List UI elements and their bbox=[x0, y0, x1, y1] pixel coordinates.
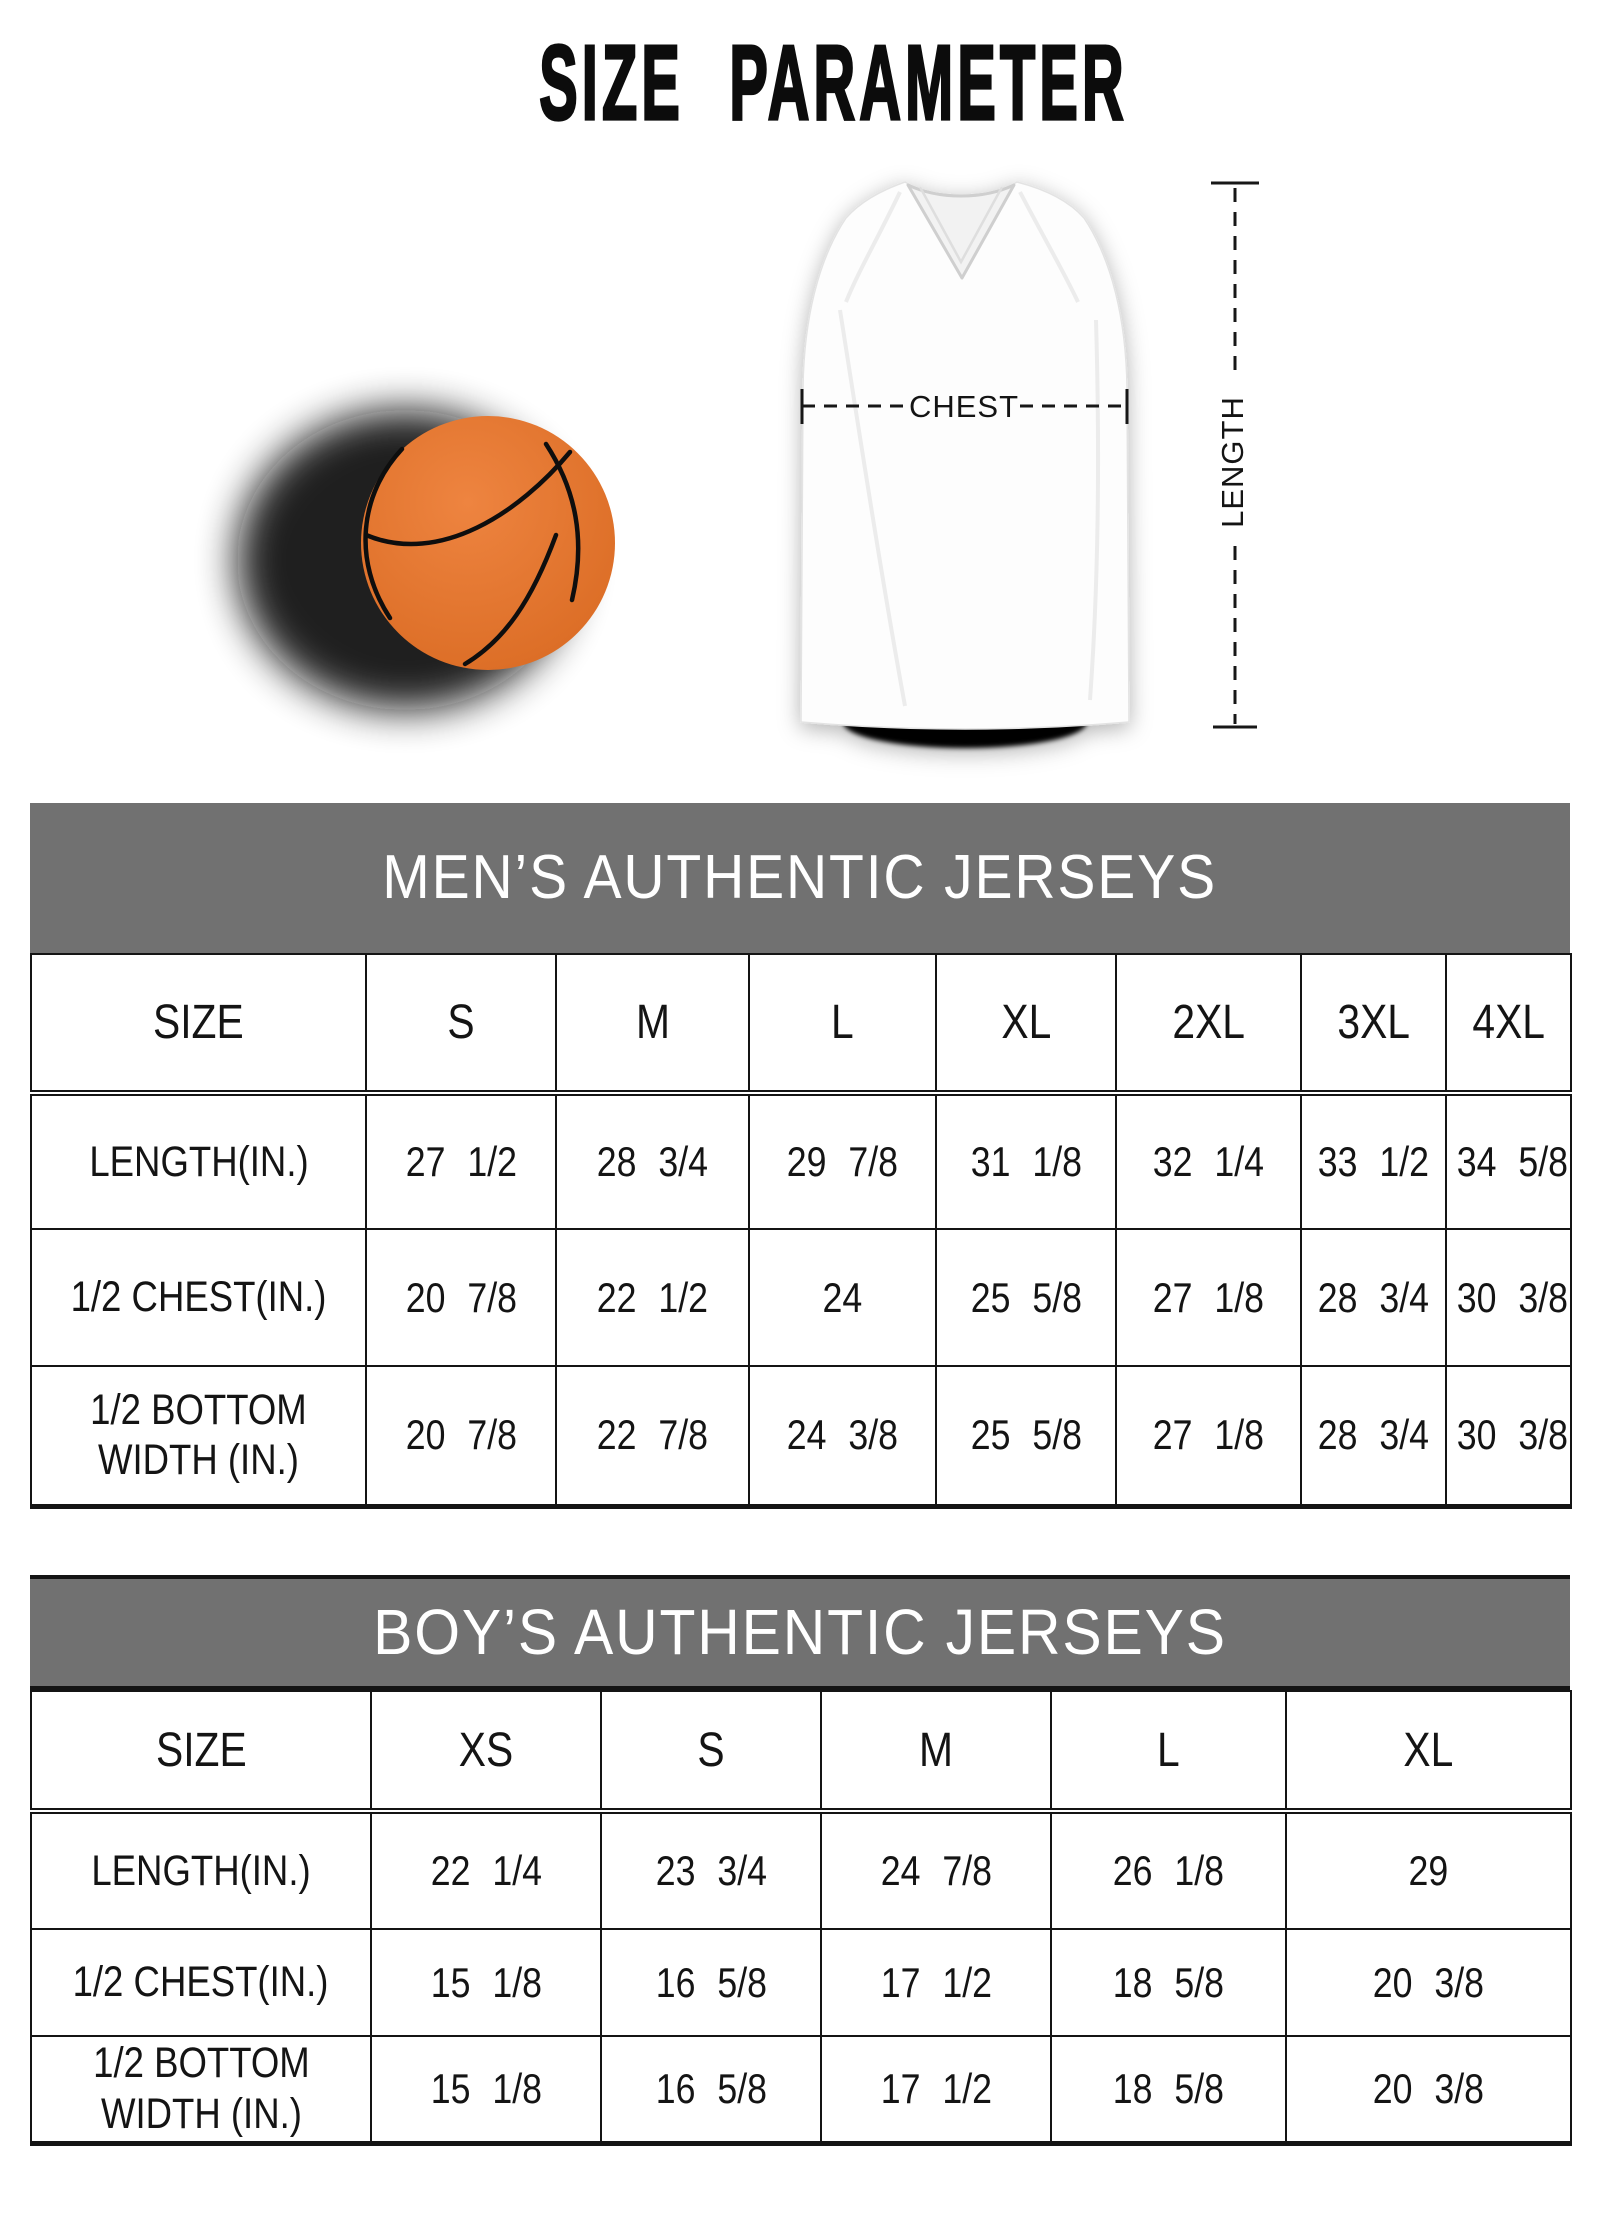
value-cell: 31 1/8 bbox=[935, 1092, 1117, 1230]
value-cell: 22 1/4 bbox=[370, 1810, 602, 1930]
col-header: XS bbox=[370, 1690, 602, 1814]
value-cell: 18 5/8 bbox=[1050, 1928, 1287, 2037]
boys-header-row: SIZE XS S M L XL bbox=[30, 1690, 1572, 1814]
value-cell: 28 3/4 bbox=[1300, 1228, 1447, 1367]
table-row-length: LENGTH(IN.) 27 1/2 28 3/4 29 7/8 31 1/8 … bbox=[30, 1092, 1572, 1230]
value-cell: 30 3/8 bbox=[1445, 1228, 1572, 1367]
table-row-half-chest: 1/2 CHEST(IN.) 20 7/8 22 1/2 24 25 5/8 2… bbox=[30, 1228, 1572, 1367]
mens-table-title: MEN’S AUTHENTIC JERSEYS bbox=[30, 803, 1570, 953]
col-header: 4XL bbox=[1445, 953, 1572, 1096]
value-cell: 32 1/4 bbox=[1115, 1092, 1302, 1230]
value-cell: 30 3/8 bbox=[1445, 1365, 1572, 1507]
size-diagram: CHEST LENGTH bbox=[237, 181, 1259, 748]
value-cell: 27 1/2 bbox=[365, 1092, 557, 1230]
value-cell: 25 5/8 bbox=[935, 1365, 1117, 1507]
value-cell: 27 1/8 bbox=[1115, 1365, 1302, 1507]
value-cell: 29 7/8 bbox=[748, 1092, 937, 1230]
value-cell: 20 7/8 bbox=[365, 1365, 557, 1507]
value-cell: 33 1/2 bbox=[1300, 1092, 1447, 1230]
size-header-cell: SIZE bbox=[30, 953, 367, 1096]
value-cell: 22 7/8 bbox=[555, 1365, 750, 1507]
col-header: 2XL bbox=[1115, 953, 1302, 1096]
jersey-neck-opening bbox=[906, 183, 1016, 280]
table-row-length: LENGTH(IN.) 22 1/4 23 3/4 24 7/8 26 1/8 … bbox=[30, 1810, 1572, 1930]
basketball-icon bbox=[237, 410, 615, 710]
boys-table-title: BOY’S AUTHENTIC JERSEYS bbox=[30, 1575, 1570, 1690]
value-cell: 20 3/8 bbox=[1285, 2035, 1572, 2144]
value-cell: 29 bbox=[1285, 1810, 1572, 1930]
value-cell: 24 7/8 bbox=[820, 1810, 1052, 1930]
value-cell: 15 1/8 bbox=[370, 2035, 602, 2144]
col-header: XL bbox=[1285, 1690, 1572, 1814]
table-row-half-bottom-width: 1/2 BOTTOM WIDTH (IN.) 20 7/8 22 7/8 24 3… bbox=[30, 1365, 1572, 1507]
value-cell: 20 7/8 bbox=[365, 1228, 557, 1367]
value-cell: 28 3/4 bbox=[555, 1092, 750, 1230]
mens-header-row: SIZE S M L XL 2XL 3XL 4XL bbox=[30, 953, 1572, 1096]
value-cell: 20 3/8 bbox=[1285, 1928, 1572, 2037]
length-label: LENGTH bbox=[1215, 396, 1250, 528]
value-cell: 24 bbox=[748, 1228, 937, 1367]
chest-measure-line: CHEST bbox=[800, 389, 1129, 424]
value-cell: 24 3/8 bbox=[748, 1365, 937, 1507]
page-title-text: SIZE PARAMETER bbox=[538, 24, 1128, 143]
page-title: SIZE PARAMETER bbox=[0, 27, 1600, 140]
jersey-seam-lines bbox=[838, 191, 1100, 707]
col-header: S bbox=[365, 953, 557, 1096]
value-cell: 26 1/8 bbox=[1050, 1810, 1287, 1930]
row-label: 1/2 BOTTOM WIDTH (IN.) bbox=[30, 2035, 372, 2144]
col-header: M bbox=[820, 1690, 1052, 1814]
table-row-half-bottom-width: 1/2 BOTTOM WIDTH (IN.) 15 1/8 16 5/8 17 1… bbox=[30, 2035, 1572, 2144]
value-cell: 18 5/8 bbox=[1050, 2035, 1287, 2144]
row-label: LENGTH(IN.) bbox=[30, 1810, 372, 1930]
jersey-illustration bbox=[800, 181, 1130, 748]
value-cell: 34 5/8 bbox=[1445, 1092, 1572, 1230]
mens-size-table: SIZE S M L XL 2XL 3XL 4XL LENGTH(IN.) 27… bbox=[30, 953, 1572, 1509]
value-cell: 17 1/2 bbox=[820, 2035, 1052, 2144]
length-measure-line: LENGTH bbox=[1211, 181, 1259, 729]
boys-size-section: BOY’S AUTHENTIC JERSEYS SIZE XS S M L XL… bbox=[30, 1575, 1572, 2146]
table-row-half-chest: 1/2 CHEST(IN.) 15 1/8 16 5/8 17 1/2 18 5… bbox=[30, 1928, 1572, 2037]
boys-size-table: SIZE XS S M L XL LENGTH(IN.) 22 1/4 23 3… bbox=[30, 1690, 1572, 2146]
basketball-seams bbox=[363, 441, 581, 667]
value-cell: 15 1/8 bbox=[370, 1928, 602, 2037]
size-header-cell: SIZE bbox=[30, 1690, 372, 1814]
chest-label: CHEST bbox=[909, 389, 1019, 424]
mens-size-section: MEN’S AUTHENTIC JERSEYS SIZE S M L XL 2X… bbox=[30, 803, 1572, 1509]
value-cell: 28 3/4 bbox=[1300, 1365, 1447, 1507]
row-label: 1/2 CHEST(IN.) bbox=[30, 1928, 372, 2037]
row-label: 1/2 BOTTOM WIDTH (IN.) bbox=[30, 1365, 367, 1507]
basketball-ball bbox=[361, 416, 615, 670]
value-cell: 17 1/2 bbox=[820, 1928, 1052, 2037]
value-cell: 22 1/2 bbox=[555, 1228, 750, 1367]
row-label: LENGTH(IN.) bbox=[30, 1092, 367, 1230]
col-header: XL bbox=[935, 953, 1117, 1096]
value-cell: 16 5/8 bbox=[600, 1928, 822, 2037]
value-cell: 16 5/8 bbox=[600, 2035, 822, 2144]
col-header: L bbox=[1050, 1690, 1287, 1814]
col-header: L bbox=[748, 953, 937, 1096]
value-cell: 23 3/4 bbox=[600, 1810, 822, 1930]
col-header: S bbox=[600, 1690, 822, 1814]
col-header: M bbox=[555, 953, 750, 1096]
value-cell: 25 5/8 bbox=[935, 1228, 1117, 1367]
value-cell: 27 1/8 bbox=[1115, 1228, 1302, 1367]
jersey-collar-trim bbox=[918, 186, 1004, 265]
col-header: 3XL bbox=[1300, 953, 1447, 1096]
row-label: 1/2 CHEST(IN.) bbox=[30, 1228, 367, 1367]
